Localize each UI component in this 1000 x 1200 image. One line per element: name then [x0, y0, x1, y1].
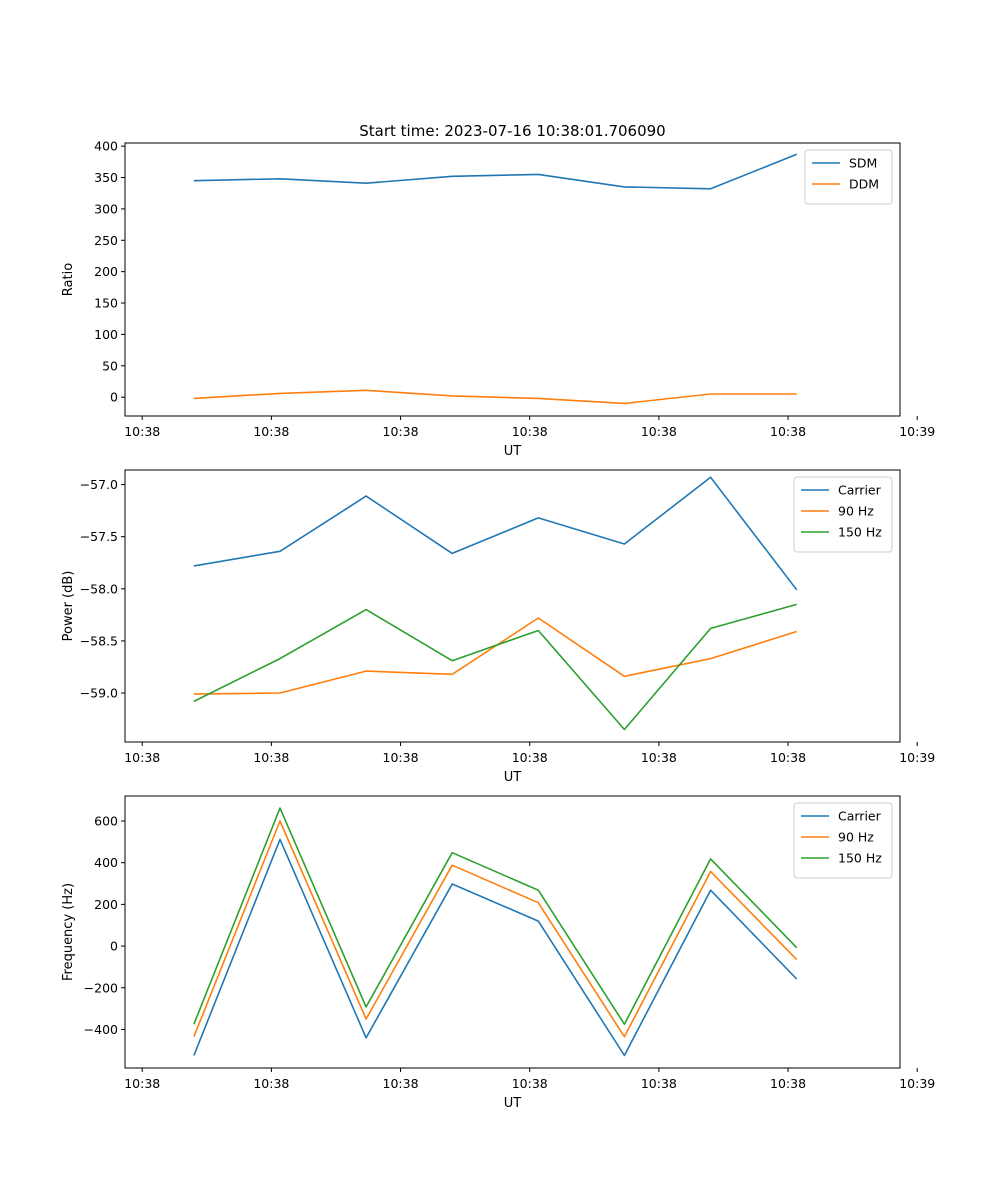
y-axis-label: Ratio: [61, 263, 76, 296]
legend-label: Carrier: [838, 483, 882, 498]
axes-frame: [124, 142, 901, 417]
x-axis-label: UT: [504, 770, 522, 785]
legend-label: 90 Hz: [838, 504, 874, 519]
x-tick-label: 10:38: [770, 424, 806, 439]
y-tick-label: −200: [84, 980, 118, 995]
series-line-90-hz: [193, 820, 798, 1038]
x-tick-label: 10:38: [383, 750, 419, 765]
series-line-150-hz: [193, 807, 798, 1025]
y-tick-label: −57.0: [80, 477, 118, 492]
y-axis-label: Power (dB): [61, 571, 76, 642]
x-tick-label: 10:38: [641, 750, 677, 765]
x-tick-label: 10:38: [124, 750, 160, 765]
x-tick-label: 10:38: [770, 1076, 806, 1091]
subplot-3: −400 −200 0 200 400 600 10:38 10:38 10:38 10:38 10…: [61, 795, 935, 1111]
x-tick-label: 10:38: [641, 1076, 677, 1091]
y-tick-label: 400: [94, 139, 118, 154]
legend-label: Carrier: [838, 809, 882, 824]
y-tick-label: 0: [110, 390, 118, 405]
y-tick-label: −58.0: [80, 581, 118, 596]
x-tick-label: 10:38: [512, 424, 548, 439]
legend-label: 150 Hz: [838, 851, 882, 866]
axes-frame: [124, 795, 901, 1069]
y-tick-label: 600: [94, 814, 118, 829]
x-axis-label: UT: [504, 1096, 522, 1111]
x-tick-label: 10:38: [253, 750, 289, 765]
y-axis-label: Frequency (Hz): [61, 883, 76, 981]
x-tick-label: 10:38: [253, 424, 289, 439]
x-tick-label: 10:38: [512, 1076, 548, 1091]
y-tick-label: 0: [110, 939, 118, 954]
legend-label: 150 Hz: [838, 525, 882, 540]
x-tick-label: 10:38: [641, 424, 677, 439]
y-tick-label: 350: [94, 170, 118, 185]
x-tick-label: 10:38: [770, 750, 806, 765]
subplots: 0 50 100 150 200 250 300 350 400 10:38 10:38 10:38 1…: [61, 139, 935, 1111]
y-tick-label: 250: [94, 233, 118, 248]
axes-frame: [124, 469, 901, 743]
legend: SDM DDM: [804, 149, 893, 205]
x-tick-label: 10:39: [899, 424, 935, 439]
chart-title: Start time: 2023-07-16 10:38:01.706090: [359, 122, 665, 140]
y-tick-label: −400: [84, 1022, 118, 1037]
y-tick-label: −57.5: [80, 529, 118, 544]
series-line-ddm: [193, 389, 797, 405]
legend-label: DDM: [849, 177, 879, 192]
x-tick-label: 10:38: [383, 1076, 419, 1091]
legend-box: [793, 802, 893, 879]
legend-label: SDM: [849, 156, 877, 171]
legend-label: 90 Hz: [838, 830, 874, 845]
x-tick-label: 10:38: [124, 1076, 160, 1091]
series-line-150-hz: [193, 603, 797, 731]
y-tick-label: 100: [94, 327, 118, 342]
x-tick-label: 10:38: [383, 424, 419, 439]
series-line-carrier: [193, 476, 798, 591]
series-line-carrier: [193, 838, 798, 1057]
subplot-1: 0 50 100 150 200 250 300 350 400 10:38 10:38 10:38 1…: [61, 139, 935, 459]
legend: Carrier 90 Hz 150 Hz: [793, 802, 893, 879]
y-tick-label: 400: [94, 855, 118, 870]
x-axis-label: UT: [504, 444, 522, 459]
y-tick-label: 200: [94, 897, 118, 912]
y-tick-label: 150: [94, 296, 118, 311]
x-tick-label: 10:39: [899, 1076, 935, 1091]
legend-box: [793, 476, 893, 553]
legend: Carrier 90 Hz 150 Hz: [793, 476, 893, 553]
x-tick-label: 10:38: [124, 424, 160, 439]
subplot-2: −59.0 −58.5 −58.0 −57.5 −57.0 10:38 10:38 10:38…: [61, 469, 935, 785]
x-tick-label: 10:38: [253, 1076, 289, 1091]
y-tick-label: 200: [94, 264, 118, 279]
y-tick-label: −58.5: [80, 633, 118, 648]
x-tick-label: 10:39: [899, 750, 935, 765]
y-tick-label: 50: [102, 358, 118, 373]
y-tick-label: −59.0: [80, 686, 118, 701]
y-tick-label: 300: [94, 201, 118, 216]
x-tick-label: 10:38: [512, 750, 548, 765]
series-line-sdm: [193, 153, 797, 190]
